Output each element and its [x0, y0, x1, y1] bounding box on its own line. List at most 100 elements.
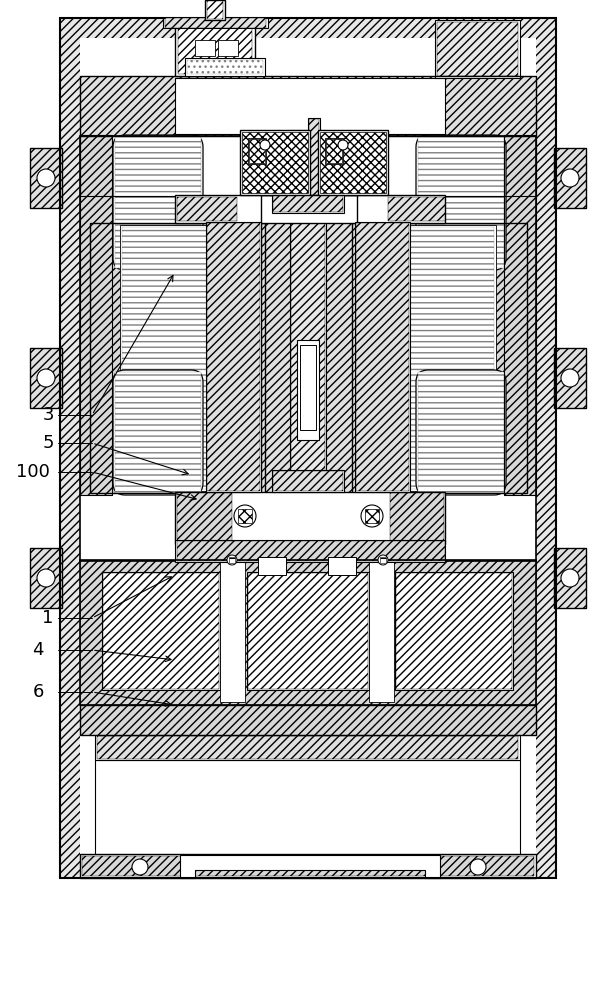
FancyBboxPatch shape	[416, 370, 506, 495]
Bar	[163, 18, 268, 28]
Bar	[30, 148, 62, 208]
Bar	[122, 227, 228, 489]
Circle shape	[37, 369, 55, 387]
Bar	[309, 119, 319, 197]
Bar	[290, 130, 326, 550]
Bar	[297, 340, 319, 440]
Bar	[554, 148, 586, 208]
Bar	[175, 18, 255, 76]
Bar	[554, 348, 586, 408]
Circle shape	[470, 859, 486, 875]
Bar	[325, 138, 343, 164]
Bar	[240, 130, 310, 195]
Bar	[60, 18, 556, 878]
Bar	[207, 223, 260, 491]
Bar	[218, 40, 238, 56]
Bar	[177, 197, 237, 221]
Circle shape	[338, 140, 348, 150]
Bar	[178, 20, 252, 74]
Bar	[396, 573, 512, 689]
Bar	[390, 493, 444, 543]
Bar	[30, 348, 62, 408]
Circle shape	[132, 859, 148, 875]
Bar	[103, 573, 219, 689]
Bar	[220, 562, 245, 702]
Text: 1: 1	[42, 609, 54, 627]
Bar	[80, 76, 536, 136]
Bar	[175, 540, 445, 562]
Bar	[80, 560, 536, 705]
Bar	[30, 348, 62, 408]
Bar	[60, 18, 556, 878]
Bar	[80, 705, 536, 735]
Bar	[369, 562, 394, 702]
Circle shape	[37, 169, 55, 187]
Circle shape	[234, 505, 256, 527]
Bar	[120, 225, 230, 491]
Bar	[355, 222, 410, 492]
Bar	[80, 135, 112, 495]
Bar	[165, 18, 266, 28]
Bar	[80, 76, 536, 136]
Bar	[248, 573, 368, 689]
Bar	[247, 572, 369, 690]
Bar	[229, 557, 235, 563]
Bar	[177, 493, 232, 543]
Bar	[115, 137, 201, 268]
Bar	[80, 38, 536, 858]
Bar	[291, 131, 325, 549]
Bar	[195, 40, 215, 56]
Bar	[352, 223, 527, 493]
Circle shape	[561, 169, 579, 187]
Text: 6: 6	[32, 683, 43, 701]
Bar	[30, 148, 62, 208]
Bar	[554, 548, 586, 608]
Bar	[326, 139, 342, 163]
Bar	[554, 148, 586, 208]
Bar	[175, 195, 445, 223]
Text: 4: 4	[32, 641, 43, 659]
Bar	[418, 137, 504, 268]
Bar	[80, 705, 536, 735]
Bar	[261, 195, 357, 540]
Bar	[115, 372, 201, 493]
Bar	[395, 572, 513, 690]
FancyBboxPatch shape	[113, 135, 203, 270]
Bar	[207, 1, 223, 19]
Circle shape	[561, 569, 579, 587]
Bar	[437, 22, 518, 76]
Polygon shape	[300, 345, 316, 430]
Bar	[175, 78, 445, 134]
Bar	[97, 736, 518, 759]
Bar	[318, 130, 388, 195]
Bar	[187, 60, 263, 74]
Bar	[308, 118, 320, 198]
Bar	[206, 222, 261, 492]
Bar	[554, 348, 586, 408]
Bar	[238, 509, 252, 523]
Bar	[435, 20, 520, 78]
Bar	[380, 557, 386, 563]
Bar	[388, 227, 494, 489]
Bar	[554, 548, 586, 608]
Circle shape	[260, 140, 270, 150]
Bar	[80, 136, 536, 561]
Circle shape	[361, 505, 383, 527]
Bar	[249, 139, 265, 163]
Bar	[365, 509, 379, 523]
FancyBboxPatch shape	[416, 135, 506, 270]
Text: 5: 5	[42, 434, 54, 452]
Bar	[356, 223, 409, 491]
Bar	[328, 557, 356, 575]
Bar	[272, 195, 344, 213]
Circle shape	[37, 569, 55, 587]
Text: 100: 100	[16, 463, 50, 481]
Bar	[352, 223, 527, 493]
Bar	[205, 0, 225, 20]
Bar	[272, 470, 344, 492]
Bar	[30, 548, 62, 608]
Bar	[388, 197, 445, 221]
Bar	[90, 223, 265, 493]
FancyBboxPatch shape	[113, 370, 203, 495]
Bar	[82, 856, 534, 876]
